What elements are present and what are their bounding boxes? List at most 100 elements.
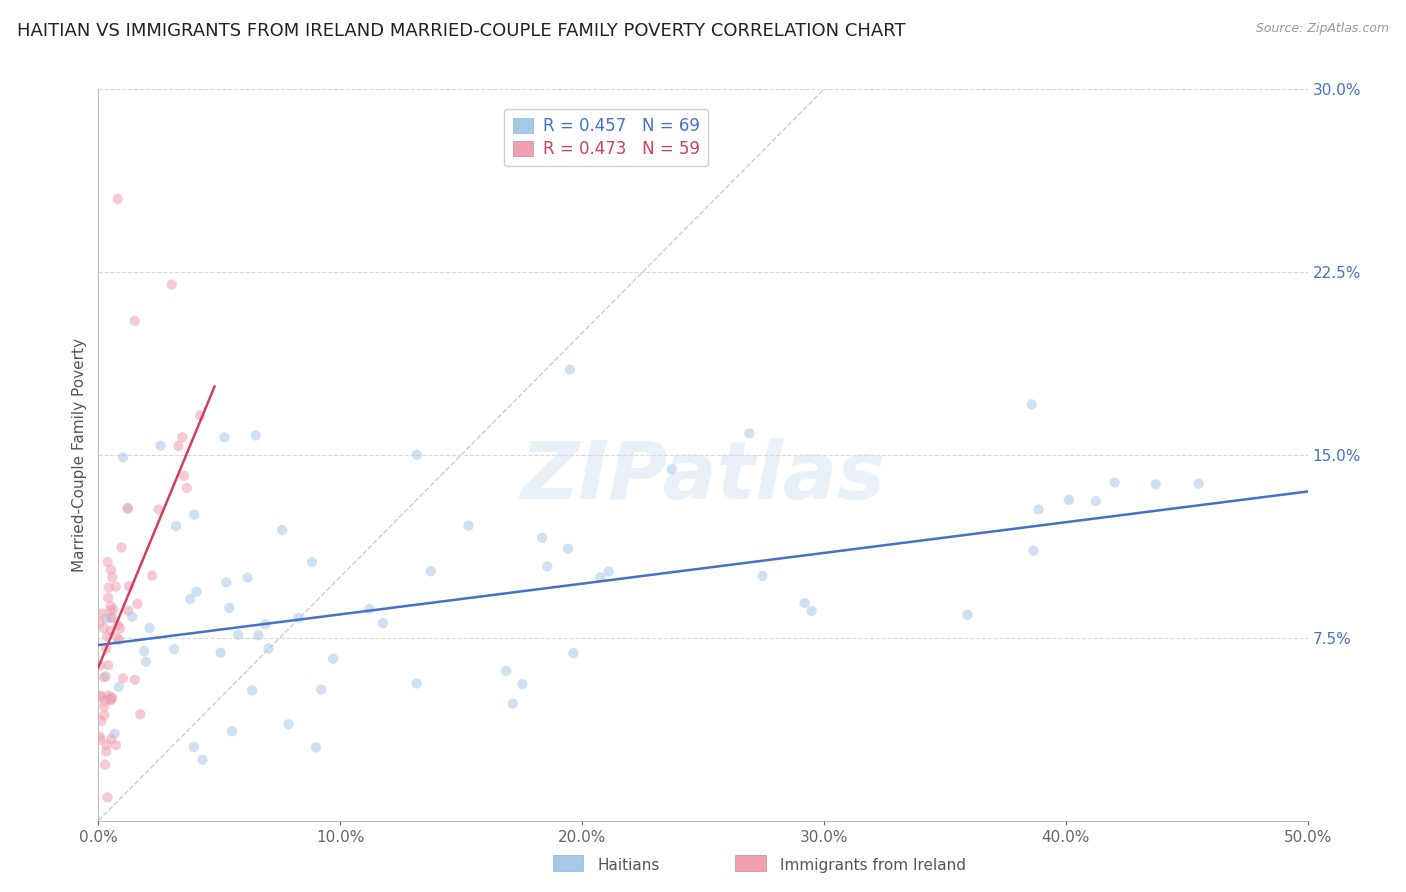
Point — [97, 689, 120, 703]
Point — [191, 753, 214, 767]
Point — [1021, 397, 1043, 411]
Point — [167, 439, 190, 453]
Point — [100, 611, 122, 625]
Point — [800, 604, 823, 618]
Point — [108, 621, 131, 635]
Point — [172, 430, 194, 444]
Point — [254, 617, 277, 632]
Point — [186, 584, 208, 599]
Point — [557, 541, 579, 556]
Point — [173, 468, 195, 483]
Point — [104, 738, 127, 752]
Point — [209, 646, 232, 660]
Point — [751, 569, 773, 583]
Point — [103, 602, 125, 616]
Point — [90, 732, 112, 747]
Point — [495, 664, 517, 678]
Point — [215, 575, 238, 590]
Point — [245, 428, 267, 442]
Point — [141, 568, 163, 582]
Point — [405, 676, 427, 690]
Point — [93, 699, 115, 714]
Point — [96, 744, 118, 758]
Point — [90, 714, 112, 728]
Point — [1084, 494, 1107, 508]
Point — [89, 615, 111, 629]
Point — [118, 579, 141, 593]
Point — [1187, 476, 1209, 491]
Point — [89, 730, 111, 744]
Point — [183, 739, 205, 754]
Point — [138, 621, 160, 635]
Point — [562, 646, 585, 660]
Point — [1057, 492, 1080, 507]
Point — [149, 439, 172, 453]
Point — [134, 644, 156, 658]
Point — [100, 563, 122, 577]
Point — [558, 362, 581, 376]
Point — [89, 658, 111, 673]
Point — [502, 697, 524, 711]
Y-axis label: Married-Couple Family Poverty: Married-Couple Family Poverty — [72, 338, 87, 572]
Point — [221, 724, 243, 739]
Point — [93, 708, 115, 723]
Point — [97, 555, 120, 569]
Point — [301, 555, 323, 569]
Point — [112, 672, 135, 686]
Point — [127, 597, 149, 611]
Point — [218, 600, 240, 615]
Point — [371, 616, 394, 631]
Point — [188, 409, 211, 423]
Point — [1028, 502, 1050, 516]
Point — [101, 611, 124, 625]
Point — [112, 450, 135, 465]
Point — [100, 599, 122, 613]
Point — [309, 682, 332, 697]
Point — [93, 670, 115, 684]
Point — [738, 426, 761, 441]
Point — [94, 612, 117, 626]
Legend: R = 0.457   N = 69, R = 0.473   N = 59: R = 0.457 N = 69, R = 0.473 N = 59 — [505, 109, 709, 166]
Point — [305, 740, 328, 755]
Point — [589, 570, 612, 584]
Point — [419, 564, 441, 578]
Point — [94, 669, 117, 683]
Point — [531, 531, 554, 545]
Point — [236, 571, 259, 585]
Point — [100, 624, 122, 638]
Point — [160, 277, 183, 292]
Point — [90, 607, 112, 621]
Point — [165, 519, 187, 533]
Point — [93, 694, 115, 708]
Point — [271, 523, 294, 537]
Point — [793, 596, 815, 610]
Point — [117, 604, 139, 618]
Point — [101, 570, 124, 584]
Point — [98, 692, 121, 706]
Point — [214, 430, 236, 444]
Point — [536, 559, 558, 574]
Point — [105, 631, 128, 645]
Point — [107, 192, 129, 206]
Point — [110, 541, 132, 555]
Point — [405, 448, 427, 462]
Point — [135, 655, 157, 669]
Point — [97, 591, 120, 605]
Point — [94, 757, 117, 772]
Point — [97, 658, 120, 673]
Point — [96, 738, 118, 752]
Point — [1104, 475, 1126, 490]
Point — [183, 508, 205, 522]
Point — [661, 462, 683, 476]
Text: Source: ZipAtlas.com: Source: ZipAtlas.com — [1256, 22, 1389, 36]
Point — [359, 602, 381, 616]
Point — [176, 481, 198, 495]
Point — [124, 673, 146, 687]
Point — [247, 628, 270, 642]
Point — [598, 565, 620, 579]
Point — [104, 580, 127, 594]
Point — [100, 693, 122, 707]
Point — [124, 314, 146, 328]
Point — [257, 641, 280, 656]
Point — [100, 604, 122, 618]
